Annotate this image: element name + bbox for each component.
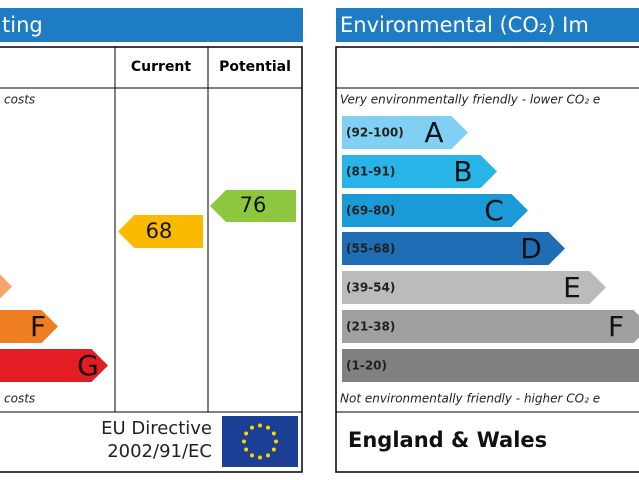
flag-star xyxy=(244,431,249,436)
current-rating xyxy=(118,215,203,248)
flag-star xyxy=(250,425,254,430)
rating-band xyxy=(0,310,58,343)
band-range: (21-38) xyxy=(346,320,395,334)
flag-star xyxy=(266,425,270,430)
rating-band xyxy=(0,349,108,382)
top-note: costs xyxy=(4,93,35,107)
bottom-note: costs xyxy=(4,392,35,406)
band-letter: E xyxy=(563,271,581,304)
flag-star xyxy=(266,453,270,458)
band-range: (39-54) xyxy=(346,281,395,295)
flag-star xyxy=(274,439,278,444)
panel-title: Environmental (CO₂) Im xyxy=(340,13,589,37)
band-letter: A xyxy=(424,116,443,149)
flag-star xyxy=(244,447,249,452)
rating-band xyxy=(342,155,497,188)
band-letter: G xyxy=(77,349,99,382)
potential-value: 76 xyxy=(240,193,267,217)
title-bar xyxy=(336,8,639,42)
flag-star xyxy=(250,453,254,458)
rating-band xyxy=(342,116,468,149)
directive: 2002/91/EC xyxy=(107,441,212,462)
column-header: Current xyxy=(131,59,192,75)
rating-band xyxy=(342,271,606,304)
band-letter: F xyxy=(608,310,624,343)
potential-rating xyxy=(210,190,296,222)
band-range: (92-100) xyxy=(346,126,404,140)
flag-star xyxy=(271,431,276,436)
flag-star xyxy=(271,447,276,452)
band-letter: C xyxy=(484,194,504,227)
panel-title: ting xyxy=(2,13,43,37)
band-letter: F xyxy=(30,310,46,343)
flag-star xyxy=(258,423,262,428)
band-letter: B xyxy=(453,155,472,188)
band-range: (55-68) xyxy=(346,242,395,256)
rating-band xyxy=(342,349,639,382)
band-letter: D xyxy=(520,232,542,265)
panel-frame xyxy=(0,46,303,473)
rating-band xyxy=(342,194,528,227)
title-bar xyxy=(0,8,303,42)
column-header: Potential xyxy=(219,59,291,75)
directive: EU Directive xyxy=(101,418,212,439)
region: England & Wales xyxy=(348,428,547,452)
panel-frame xyxy=(335,46,639,473)
current-value: 68 xyxy=(146,219,173,243)
flag-star xyxy=(242,439,246,444)
bottom-note: Not environmentally friendly - higher CO… xyxy=(340,392,600,406)
band-range: (1-20) xyxy=(346,359,387,373)
flag-star xyxy=(258,455,262,460)
band-range: (81-91) xyxy=(346,165,395,179)
rating-band xyxy=(342,310,639,343)
band-letter: E xyxy=(0,270,1,303)
rating-band xyxy=(0,274,12,299)
rating-band xyxy=(342,232,565,265)
top-note: Very environmentally friendly - lower CO… xyxy=(340,93,600,107)
band-range: (69-80) xyxy=(346,204,395,218)
eu-flag xyxy=(222,416,298,467)
